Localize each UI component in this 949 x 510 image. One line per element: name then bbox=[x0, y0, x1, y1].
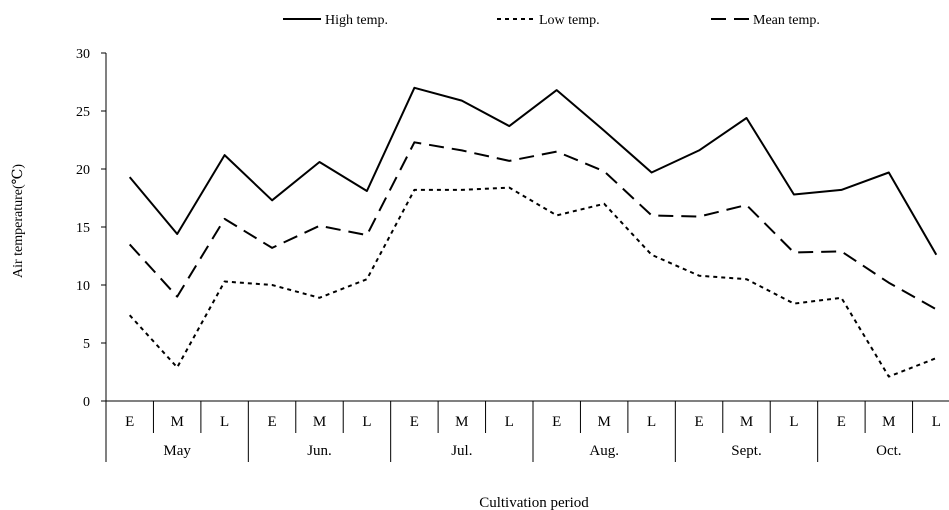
series-layer bbox=[128, 86, 938, 378]
legend-label: High temp. bbox=[325, 13, 388, 28]
y-tick-label: 15 bbox=[76, 221, 90, 236]
chart-legend: High temp. Low temp. Mean temp. bbox=[283, 13, 820, 28]
y-tick-label: 0 bbox=[83, 395, 90, 410]
x-group-label: Sept. bbox=[731, 443, 761, 459]
x-axis: E M L E M L E M L E M L E M L E M L May Jun. Jul. Aug. Sept. Oc… bbox=[105, 400, 949, 462]
x-group-label: May bbox=[163, 443, 191, 459]
x-axis-label: Cultivation period bbox=[479, 495, 589, 510]
x-tick-label: E bbox=[267, 414, 276, 430]
y-axis: 0 5 10 15 20 25 30 bbox=[76, 47, 107, 410]
x-tick-label: E bbox=[125, 414, 134, 430]
x-tick-label: E bbox=[410, 414, 419, 430]
y-tick-label: 5 bbox=[83, 337, 90, 352]
legend-label: Mean temp. bbox=[753, 13, 820, 28]
x-tick-label: M bbox=[882, 414, 895, 430]
x-tick-label: M bbox=[313, 414, 326, 430]
x-tick-label: L bbox=[220, 414, 229, 430]
x-tick-label: L bbox=[505, 414, 514, 430]
y-axis-label: Air temperature(℃) bbox=[11, 164, 26, 278]
x-tick-label: M bbox=[455, 414, 468, 430]
series-line-2 bbox=[128, 141, 937, 311]
x-tick-label: E bbox=[694, 414, 703, 430]
x-tick-label: L bbox=[362, 414, 371, 430]
series-line-1 bbox=[128, 186, 937, 378]
x-tick-label: L bbox=[789, 414, 798, 430]
x-tick-label: M bbox=[740, 414, 753, 430]
x-tick-label: M bbox=[597, 414, 610, 430]
x-tick-label: L bbox=[932, 414, 941, 430]
x-group-label: Oct. bbox=[876, 443, 901, 459]
legend-label: Low temp. bbox=[539, 13, 600, 28]
x-tick-label: E bbox=[552, 414, 561, 430]
y-tick-label: 25 bbox=[76, 105, 90, 120]
x-group-label: Aug. bbox=[589, 443, 619, 459]
x-group-label: Jul. bbox=[451, 443, 472, 459]
x-tick-label: L bbox=[647, 414, 656, 430]
x-group-label: Jun. bbox=[307, 443, 332, 459]
y-tick-label: 10 bbox=[76, 279, 90, 294]
y-tick-label: 30 bbox=[76, 47, 90, 62]
series-line-0 bbox=[128, 86, 938, 256]
y-tick-label: 20 bbox=[76, 163, 90, 178]
x-tick-label: E bbox=[837, 414, 846, 430]
x-tick-label: M bbox=[170, 414, 183, 430]
